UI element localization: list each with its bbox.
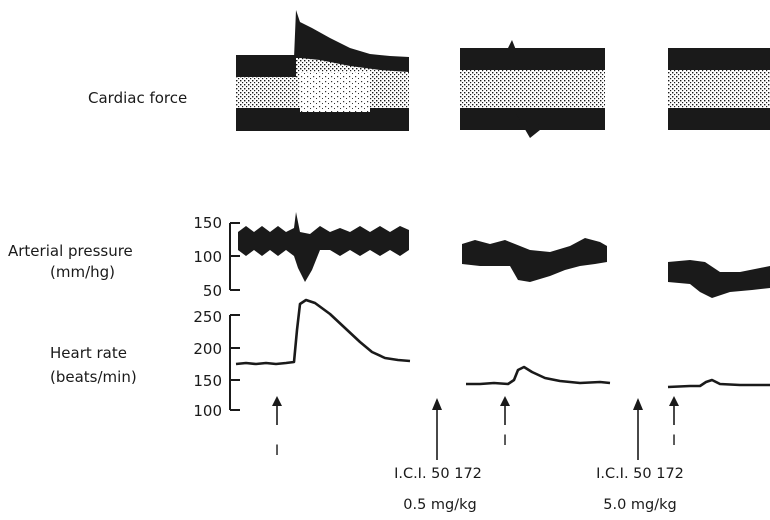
cardiac-force-label: Cardiac force: [88, 89, 187, 107]
cardiac-force-trace: [236, 10, 770, 138]
heart-rate-tick-200: 200: [193, 340, 222, 358]
drug-name-2: I.C.I. 50 172: [596, 466, 684, 482]
arterial-pressure-label: Arterial pressure: [8, 242, 133, 260]
drug-injection-arrow-1: [432, 398, 442, 460]
arterial-pressure-trace: [238, 212, 770, 298]
pressure-tick-150: 150: [193, 214, 222, 232]
heart-rate-label: Heart rate: [50, 344, 127, 362]
arterial-pressure-unit: (mm/hg): [50, 263, 115, 281]
stimulus-label-1: I: [275, 443, 279, 459]
pressure-tick-50: 50: [203, 282, 222, 300]
heart-rate-tick-150: 150: [193, 372, 222, 390]
stimulus-marker-3: [669, 396, 679, 425]
pressure-tick-100: 100: [193, 248, 222, 266]
heart-rate-axis: [229, 314, 240, 411]
drug-dose-1: 0.5 mg/kg: [403, 497, 476, 513]
heart-rate-tick-100: 100: [193, 402, 222, 420]
heart-rate-unit: (beats/min): [50, 368, 137, 386]
stimulus-marker-2: [500, 396, 510, 425]
drug-name-1: I.C.I. 50 172: [394, 466, 482, 482]
stimulus-label-2: I: [503, 433, 507, 449]
heart-rate-tick-250: 250: [193, 308, 222, 326]
drug-injection-arrow-2: [633, 398, 643, 460]
pressure-axis: [229, 222, 240, 291]
stimulus-marker-1: [272, 396, 282, 425]
drug-dose-2: 5.0 mg/kg: [603, 497, 676, 513]
heart-rate-trace: [235, 298, 770, 389]
stimulus-label-3: I: [672, 433, 676, 449]
